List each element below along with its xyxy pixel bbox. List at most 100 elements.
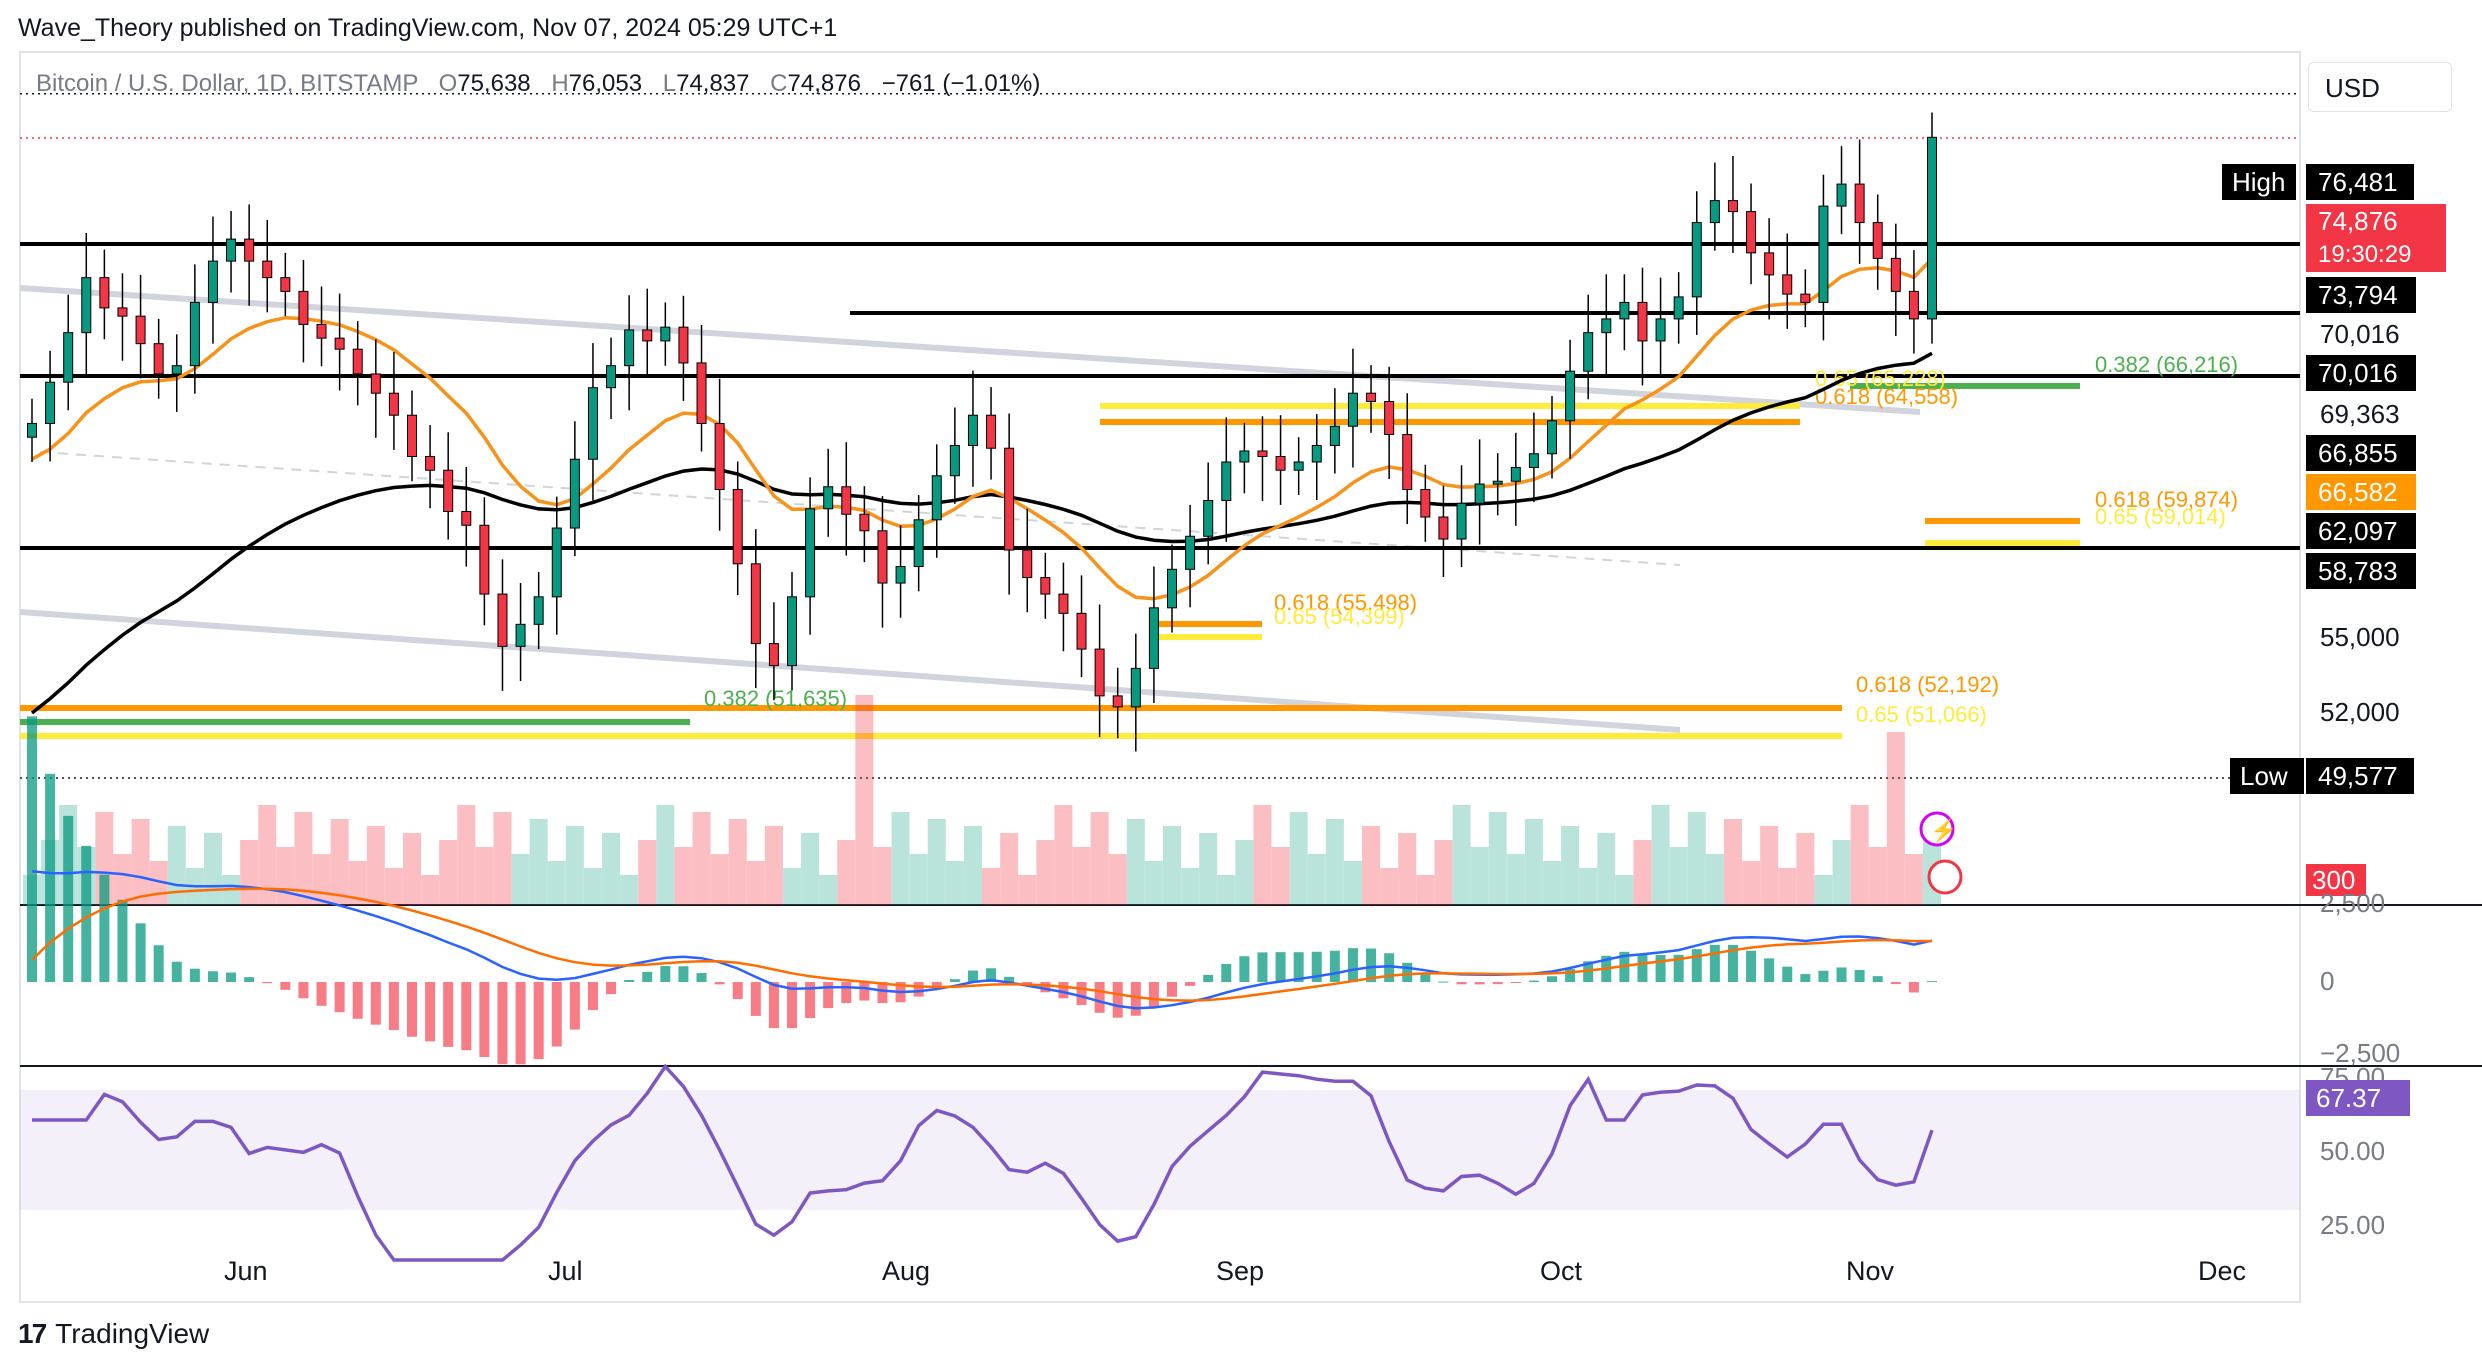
candle-body	[696, 362, 707, 424]
volume-bar	[439, 840, 458, 905]
macd-hist-bar	[1058, 982, 1069, 999]
volume-bar	[1144, 861, 1163, 905]
candle-body	[1022, 549, 1033, 579]
volume-bar	[1651, 805, 1670, 905]
candle-body	[515, 623, 526, 647]
chart-frame	[19, 51, 2301, 1303]
candle-body	[1384, 400, 1395, 435]
volume-bar	[1561, 826, 1580, 905]
macd-hist-bar	[370, 982, 381, 1025]
volume-bar	[1217, 875, 1236, 905]
volume-bar	[1126, 819, 1145, 905]
volume-bar	[1018, 875, 1037, 905]
price-axis-label-3: 52,000	[2320, 697, 2400, 727]
candle-body	[1420, 489, 1431, 518]
open-value: 75,638	[457, 70, 531, 97]
candle-body	[1836, 183, 1847, 207]
volume-bar	[1072, 847, 1091, 905]
symbol-name[interactable]: Bitcoin / U.S. Dollar, 1D, BITSTAMP	[36, 70, 418, 97]
volume-bar	[982, 868, 1001, 905]
macd-hist-bar	[1782, 966, 1793, 982]
volume-bar	[1470, 847, 1489, 905]
volume-bar	[583, 868, 602, 905]
macd-hist-bar	[587, 982, 598, 1011]
macd-hist-bar	[967, 970, 978, 982]
macd-hist-bar	[750, 982, 761, 1016]
volume-bar	[1434, 840, 1453, 905]
volume-bar	[1796, 833, 1815, 905]
volume-bar	[1742, 861, 1761, 905]
volume-bar	[1181, 868, 1200, 905]
volume-bar	[131, 819, 150, 905]
candle-body	[569, 458, 580, 529]
macd-hist-bar	[1185, 982, 1196, 986]
macd-hist-bar	[1148, 982, 1159, 1008]
volume-bar	[927, 819, 946, 905]
candle-body	[1221, 461, 1232, 502]
time-axis-jun: Jun	[224, 1256, 268, 1286]
macd-hist-bar	[1890, 982, 1901, 985]
tradingview-footer[interactable]: 17 TradingView	[18, 1318, 209, 1350]
macd-hist-bar	[1818, 970, 1829, 982]
candle-body	[1709, 200, 1720, 224]
macd-hist-bar	[1528, 980, 1539, 982]
lightning-glyph: ⚡	[1930, 818, 1957, 844]
volume-bar	[240, 840, 259, 905]
rsi-line	[32, 1063, 1934, 1262]
lightning-icon	[1919, 811, 1955, 847]
volume-bar	[1325, 819, 1344, 905]
candle-body	[1257, 450, 1268, 457]
fib-label-9: 0.65 (51,066)	[1856, 702, 1987, 727]
candle-body	[117, 307, 128, 317]
macd-hist-bar	[732, 982, 743, 1000]
currency-selector[interactable]: USD	[2308, 62, 2452, 112]
candle-body	[1094, 648, 1105, 697]
macd-hist-bar	[1420, 972, 1431, 982]
channel-upper	[19, 285, 1921, 415]
volume-bar	[783, 868, 801, 905]
candle-body	[823, 486, 834, 510]
volume-bar	[1362, 826, 1381, 905]
macd-hist-bar	[1637, 954, 1648, 982]
candle-body	[1637, 301, 1648, 342]
volume-bar	[764, 826, 783, 905]
ema200-line	[30, 351, 1933, 715]
candle-body	[551, 527, 562, 598]
price-axis-label-1: 69,363	[2320, 399, 2400, 429]
macd-hist-bar	[1257, 952, 1268, 982]
macd-hist-bar	[1130, 982, 1141, 1016]
rsi-value-bg	[2306, 1080, 2410, 1116]
candle-body	[1366, 392, 1377, 402]
macd-hist-bar	[117, 899, 128, 982]
macd-hist-bar	[1565, 969, 1576, 982]
candle-body	[1764, 252, 1775, 276]
candle-body	[1293, 461, 1304, 471]
support-62097-text: 62,097	[2318, 516, 2398, 546]
volume-bar	[493, 812, 512, 905]
candle-body	[1854, 183, 1865, 224]
candle-body	[859, 513, 870, 532]
macd-hist-bar	[859, 982, 870, 1001]
volume-bar	[692, 812, 711, 905]
volume-bar	[1723, 819, 1742, 905]
macd-hist-bar	[1854, 970, 1865, 982]
time-axis-oct: Oct	[1540, 1256, 1583, 1286]
candle-body	[1438, 516, 1449, 540]
macd-hist-bar	[841, 982, 852, 1004]
candle-body	[1058, 593, 1069, 614]
candle-body	[1601, 318, 1612, 334]
volume-bar	[945, 861, 964, 905]
rsi-value-text: 67.37	[2316, 1083, 2381, 1113]
candle-body	[787, 596, 797, 667]
macd-hist-bar	[1438, 981, 1449, 983]
volume-bar	[963, 826, 982, 905]
candle-body	[1673, 296, 1684, 320]
candle-body	[660, 326, 671, 342]
candle-body	[732, 489, 743, 565]
macd-hist-bar	[45, 773, 56, 982]
candle-body	[425, 455, 436, 471]
candle-body	[316, 323, 327, 339]
macd-axis-label-1: 0	[2320, 966, 2334, 996]
volume-bar	[746, 861, 765, 905]
